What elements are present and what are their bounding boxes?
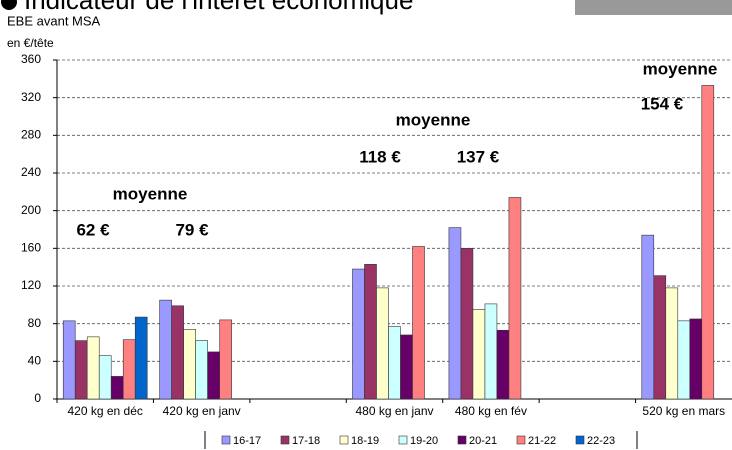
y-tick-label: 200 <box>21 203 41 217</box>
y-tick-label: 320 <box>21 90 41 104</box>
x-tick-label: 420 kg en déc <box>68 404 143 418</box>
legend-label: 22-23 <box>587 435 615 447</box>
annotation: 154 € <box>641 94 684 113</box>
legend-swatch <box>516 435 526 445</box>
y-tick-label: 360 <box>21 52 41 66</box>
annotation: 118 € <box>359 147 401 166</box>
bar <box>412 246 425 400</box>
bar <box>74 340 88 400</box>
bar <box>653 275 667 400</box>
legend-swatch <box>398 435 408 445</box>
bar <box>207 351 220 400</box>
bar <box>701 85 715 400</box>
annotation: 137 € <box>457 147 500 166</box>
bar <box>388 326 401 400</box>
bar <box>689 318 703 400</box>
legend-swatch <box>280 435 290 445</box>
bar <box>171 305 184 400</box>
header-band <box>575 0 732 15</box>
bar <box>677 320 691 400</box>
bar <box>376 287 389 400</box>
bar <box>219 319 232 400</box>
bar <box>496 329 510 400</box>
x-tick-label: 420 kg en janv <box>163 404 241 418</box>
bar <box>352 268 365 400</box>
annotation: 62 € <box>76 220 110 239</box>
annotation: moyenne <box>643 59 718 78</box>
legend-label: 16-17 <box>233 435 261 447</box>
y-tick-label: 80 <box>28 316 42 330</box>
bar <box>508 197 522 400</box>
bar <box>665 287 679 400</box>
y-axis-label: en €/tête <box>7 36 54 50</box>
annotation: moyenne <box>396 110 471 129</box>
annotation: moyenne <box>113 184 188 203</box>
y-tick-label: 40 <box>28 354 42 368</box>
y-axis-label: EBE avant MSA <box>7 13 101 28</box>
title-bullet <box>1 0 17 10</box>
bar <box>641 234 655 400</box>
bar <box>86 336 100 400</box>
legend-swatch <box>457 435 467 445</box>
bar <box>364 264 377 400</box>
x-tick-label: 480 kg en fév <box>455 404 527 418</box>
legend-label: 19-20 <box>410 435 438 447</box>
legend-swatch <box>575 435 585 445</box>
y-tick-label: 280 <box>21 128 41 142</box>
bar <box>62 320 76 400</box>
legend-swatch <box>221 435 231 445</box>
legend-label: 17-18 <box>292 435 320 447</box>
bar <box>472 309 486 400</box>
bar <box>98 355 112 400</box>
x-tick-label: 480 kg en janv <box>355 404 433 418</box>
bar <box>122 339 136 400</box>
bar <box>195 340 208 400</box>
bar <box>460 248 474 400</box>
annotation: 79 € <box>175 220 209 239</box>
bar <box>110 376 124 400</box>
y-tick-label: 120 <box>21 278 41 292</box>
bar <box>159 299 172 400</box>
legend-label: 21-22 <box>528 435 556 447</box>
bar <box>183 329 196 400</box>
x-tick-label: 520 kg en mars <box>642 404 725 418</box>
y-tick-label: 160 <box>21 241 41 255</box>
legend-label: 18-19 <box>351 435 379 447</box>
bar <box>134 316 148 400</box>
legend-label: 20-21 <box>469 435 497 447</box>
y-tick-label: 0 <box>34 391 41 405</box>
bar <box>484 303 498 400</box>
bar <box>448 227 462 400</box>
chart-title: Indicateur de l'intérêt économique <box>24 0 413 15</box>
bar <box>400 334 413 400</box>
y-tick-label: 240 <box>21 165 41 179</box>
legend-swatch <box>339 435 349 445</box>
